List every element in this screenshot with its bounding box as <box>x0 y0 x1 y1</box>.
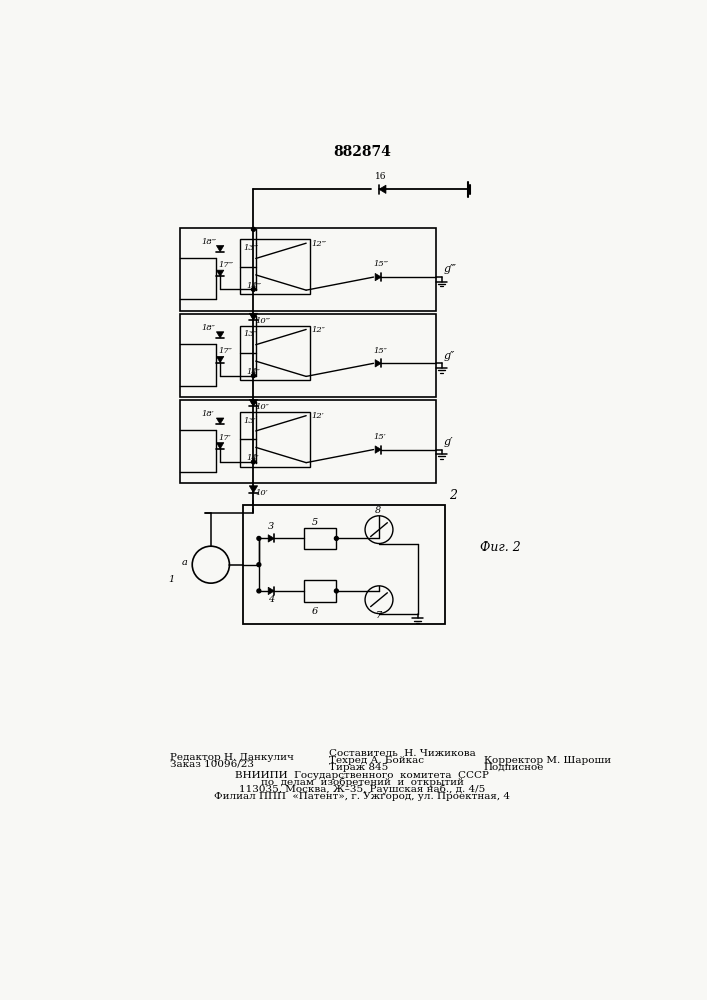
Text: 8: 8 <box>375 506 381 515</box>
Text: 17″: 17″ <box>218 347 233 355</box>
Circle shape <box>252 287 255 291</box>
Text: ВНИИПИ  Государственного  комитета  СССР: ВНИИПИ Государственного комитета СССР <box>235 771 489 780</box>
Text: 1: 1 <box>168 575 175 584</box>
Text: 3: 3 <box>268 522 274 531</box>
Bar <box>180 228 436 311</box>
Text: 18‴: 18‴ <box>201 238 216 246</box>
Polygon shape <box>375 360 381 367</box>
Circle shape <box>252 400 255 404</box>
Bar <box>240 326 310 380</box>
Text: 16: 16 <box>375 172 386 181</box>
Text: 15‴: 15‴ <box>373 260 389 268</box>
Text: Редактор Н. Данкулич: Редактор Н. Данкулич <box>170 753 293 762</box>
Text: 17′: 17′ <box>218 434 231 442</box>
Circle shape <box>252 460 255 464</box>
Polygon shape <box>375 273 381 281</box>
Text: Корректор М. Шароши: Корректор М. Шароши <box>484 756 611 765</box>
Polygon shape <box>216 332 224 338</box>
Bar <box>304 580 337 602</box>
Text: Техред А. Бойкас: Техред А. Бойкас <box>329 756 423 765</box>
Text: 2: 2 <box>449 489 457 502</box>
Polygon shape <box>375 446 381 453</box>
Polygon shape <box>216 418 224 424</box>
Text: 882874: 882874 <box>333 145 391 159</box>
Text: 18″: 18″ <box>201 324 216 332</box>
Text: 10″: 10″ <box>256 403 269 411</box>
Text: Тираж 845: Тираж 845 <box>329 763 388 772</box>
Polygon shape <box>216 356 224 363</box>
Polygon shape <box>216 270 224 276</box>
Polygon shape <box>250 486 257 493</box>
Circle shape <box>252 374 255 378</box>
Text: Составитель  Н. Чижикова: Составитель Н. Чижикова <box>329 749 475 758</box>
Polygon shape <box>216 246 224 252</box>
Text: 14″: 14″ <box>247 368 260 376</box>
Bar <box>240 412 310 466</box>
Bar <box>180 314 436 397</box>
Text: 113035, Москва, Ж–35, Раушская наб., д. 4/5: 113035, Москва, Ж–35, Раушская наб., д. … <box>239 784 485 794</box>
Circle shape <box>257 563 261 567</box>
Text: 10‴: 10‴ <box>256 317 271 325</box>
Text: g″: g″ <box>443 351 455 361</box>
Circle shape <box>334 589 339 593</box>
Circle shape <box>257 589 261 593</box>
Circle shape <box>252 314 255 318</box>
Bar <box>240 239 310 294</box>
Text: a: a <box>182 558 187 567</box>
Text: g‴: g‴ <box>443 264 456 274</box>
Polygon shape <box>268 587 274 595</box>
Text: Заказ 10096/23: Заказ 10096/23 <box>170 759 254 768</box>
Bar <box>304 528 337 549</box>
Text: по  делам  изобретений  и  открытий: по делам изобретений и открытий <box>260 777 463 787</box>
Bar <box>243 505 445 624</box>
Text: 7: 7 <box>376 611 382 620</box>
Text: 12″: 12″ <box>312 326 325 334</box>
Text: 12′: 12′ <box>312 412 325 420</box>
Bar <box>180 400 436 483</box>
Text: Подписное: Подписное <box>484 763 544 772</box>
Polygon shape <box>268 535 274 542</box>
Text: 17‴: 17‴ <box>218 261 234 269</box>
Text: 15″: 15″ <box>373 347 387 355</box>
Text: Фиг. 2: Фиг. 2 <box>480 541 520 554</box>
Polygon shape <box>250 400 257 406</box>
Text: 13‴: 13‴ <box>243 244 259 252</box>
Text: g′: g′ <box>443 437 453 447</box>
Text: Филиал ППП  «Патент», г. Ужгород, ул. Проектная, 4: Филиал ППП «Патент», г. Ужгород, ул. Про… <box>214 792 510 801</box>
Text: 12‴: 12‴ <box>312 240 327 248</box>
Text: 5: 5 <box>312 518 318 527</box>
Polygon shape <box>379 185 386 193</box>
Text: 10′: 10′ <box>256 489 269 497</box>
Text: 14′: 14′ <box>247 454 259 462</box>
Polygon shape <box>216 443 224 449</box>
Circle shape <box>257 536 261 540</box>
Text: 6: 6 <box>312 607 318 616</box>
Circle shape <box>252 227 255 231</box>
Text: 13′: 13′ <box>243 417 256 425</box>
Text: 4: 4 <box>268 595 274 604</box>
Text: 14‴: 14‴ <box>247 282 262 290</box>
Text: 15′: 15′ <box>373 433 386 441</box>
Text: 13″: 13″ <box>243 330 257 338</box>
Polygon shape <box>250 313 257 320</box>
Circle shape <box>334 536 339 540</box>
Text: 18′: 18′ <box>201 410 214 418</box>
